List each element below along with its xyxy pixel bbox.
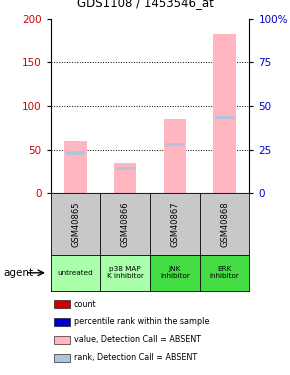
Text: agent: agent — [3, 268, 33, 278]
Text: p38 MAP
K inhibitor: p38 MAP K inhibitor — [107, 266, 144, 279]
Bar — [215, 116, 234, 119]
Text: value, Detection Call = ABSENT: value, Detection Call = ABSENT — [74, 335, 201, 344]
Text: JNK
inhibitor: JNK inhibitor — [160, 266, 190, 279]
Bar — [114, 163, 136, 193]
Text: GSM40867: GSM40867 — [171, 201, 180, 247]
Text: untreated: untreated — [58, 270, 93, 276]
Text: GDS1108 / 1453546_at: GDS1108 / 1453546_at — [77, 0, 213, 9]
Text: GSM40866: GSM40866 — [121, 201, 130, 247]
Text: GSM40865: GSM40865 — [71, 201, 80, 247]
Bar — [116, 167, 135, 171]
Bar — [66, 151, 85, 155]
Text: ERK
inhibitor: ERK inhibitor — [210, 266, 240, 279]
Bar — [64, 141, 87, 193]
Text: rank, Detection Call = ABSENT: rank, Detection Call = ABSENT — [74, 353, 197, 362]
Bar — [213, 34, 236, 193]
Text: GSM40868: GSM40868 — [220, 201, 229, 247]
Bar — [164, 119, 186, 193]
Text: count: count — [74, 300, 97, 309]
Bar — [165, 142, 184, 146]
Text: percentile rank within the sample: percentile rank within the sample — [74, 318, 209, 327]
